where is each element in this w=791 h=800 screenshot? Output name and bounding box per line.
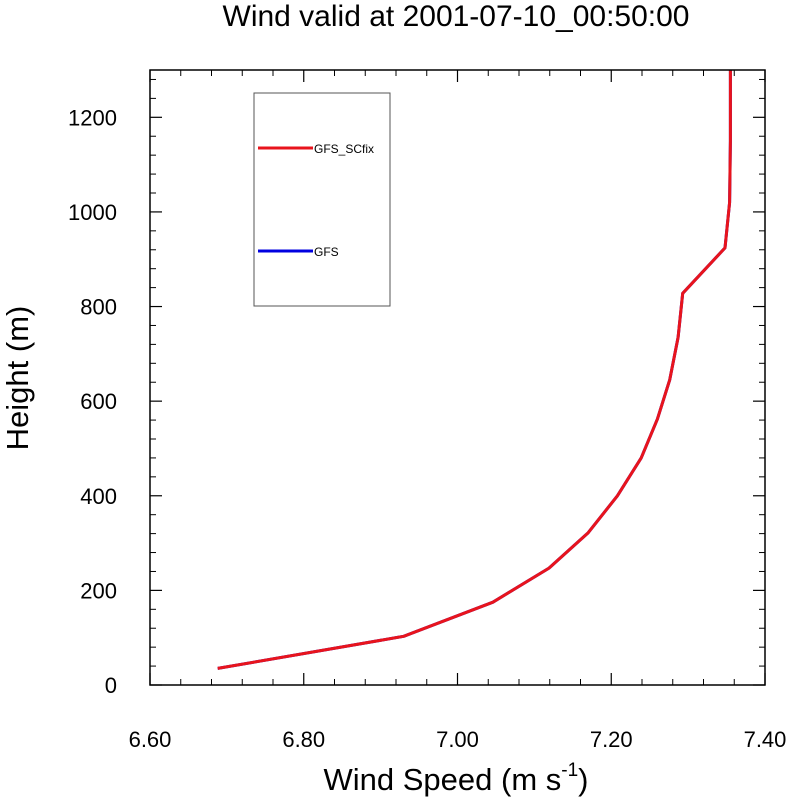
x-tick-label: 7.40 <box>744 727 787 752</box>
x-axis-label: Wind Speed (m s-1) <box>324 760 589 797</box>
chart-title: Wind valid at 2001-07-10_00:50:00 <box>223 0 690 33</box>
series-lines <box>217 70 732 670</box>
y-tick-label: 1200 <box>68 105 117 130</box>
legend-label-gfs: GFS <box>314 245 339 259</box>
tick-labels: 6.60 6.80 7.00 7.20 7.40 0 200 400 600 800 1000 120… <box>68 105 786 752</box>
y-tick-label: 1000 <box>68 200 117 225</box>
plot-frame <box>149 69 766 686</box>
series-line-gfs-scfix <box>217 70 732 670</box>
x-tick-label: 7.00 <box>436 727 479 752</box>
x-tick-label: 6.60 <box>129 727 172 752</box>
legend-label-gfs-scfix: GFS_SCfix <box>314 142 374 156</box>
series-line-gfs <box>217 70 732 670</box>
y-tick-label: 400 <box>80 484 117 509</box>
y-tick-label: 800 <box>80 295 117 320</box>
legend: GFS_SCfix GFS <box>253 92 391 307</box>
y-tick-label: 600 <box>80 389 117 414</box>
x-tick-label: 7.20 <box>590 727 633 752</box>
axis-ticks <box>149 70 766 686</box>
y-tick-label: 0 <box>105 673 117 698</box>
y-axis-label: Height (m) <box>0 306 35 451</box>
x-tick-label: 6.80 <box>282 727 325 752</box>
y-tick-label: 200 <box>80 578 117 603</box>
legend-box <box>253 92 391 307</box>
